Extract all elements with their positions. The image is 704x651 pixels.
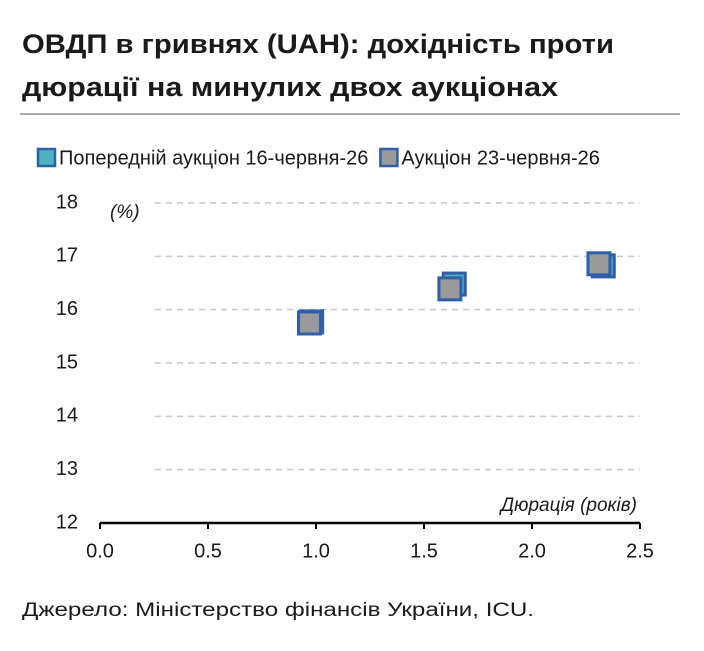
y-tick-label: 16 xyxy=(56,298,78,320)
x-tick-label: 2.0 xyxy=(518,540,546,562)
legend-label: Попередній аукціон 16-червня-26 xyxy=(59,147,368,169)
point xyxy=(437,276,463,302)
legend-label: Аукціон 23-червня-26 xyxy=(401,147,599,169)
y-tick-label: 15 xyxy=(56,351,78,373)
x-axis-label: Дюрація (років) xyxy=(499,495,637,516)
chart-title: ОВДП в гривнях (UAH): дохідність проти xyxy=(22,29,614,59)
y-tick-label: 13 xyxy=(56,458,78,480)
point xyxy=(297,310,323,336)
x-tick-label: 2.5 xyxy=(626,540,654,562)
y-tick-label: 12 xyxy=(56,511,78,533)
y-tick-label: 14 xyxy=(56,405,78,427)
x-tick-label: 0.0 xyxy=(86,540,114,562)
point xyxy=(586,251,612,277)
chart-title: дюрації на минулих двох аукціонах xyxy=(22,72,558,102)
source: Джерело: Міністерство фінансів України, … xyxy=(22,600,534,621)
legend-swatch xyxy=(379,147,399,168)
y-tick-label: 18 xyxy=(56,191,78,213)
x-tick-label: 0.5 xyxy=(194,540,222,562)
legend-swatch xyxy=(36,147,57,168)
y-tick-label: 17 xyxy=(56,245,78,267)
y-unit: (%) xyxy=(110,202,140,223)
x-tick-label: 1.0 xyxy=(302,540,330,562)
x-tick-label: 1.5 xyxy=(410,540,438,562)
